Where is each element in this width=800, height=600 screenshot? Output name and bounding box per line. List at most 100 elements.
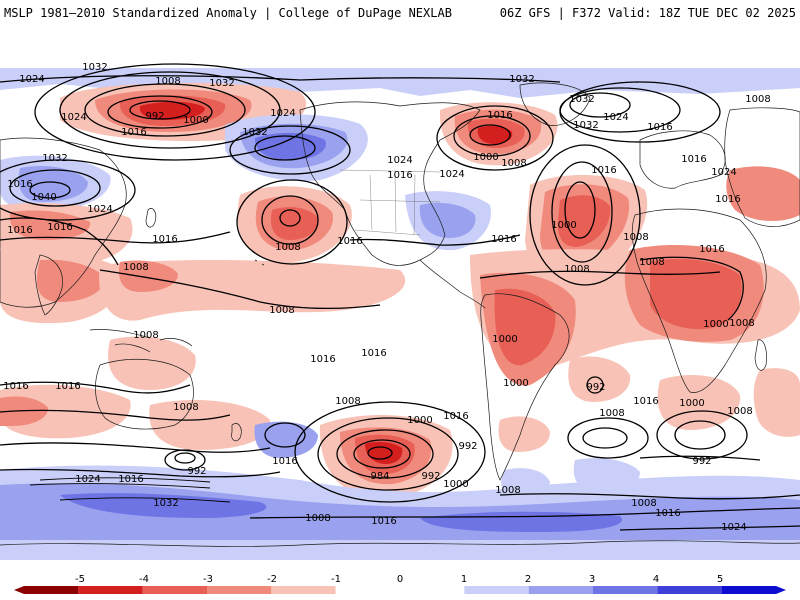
- isobar-spac-984: [367, 446, 393, 460]
- pressure-label: 1032: [509, 74, 534, 85]
- colorbar-swatch: [207, 586, 272, 594]
- isobar-south-1016-e: [249, 507, 800, 519]
- pressure-label: 1008: [155, 76, 180, 87]
- pressure-label: 1016: [655, 508, 680, 519]
- coast-australia: [95, 358, 194, 430]
- pressure-label: 1008: [269, 305, 294, 316]
- shade-sio-neg-2: [753, 368, 800, 437]
- pressure-label: 1016: [272, 456, 297, 467]
- coast-asia-west: [0, 137, 127, 308]
- pressure-label: 1008: [727, 406, 752, 417]
- pressure-label: 1016: [361, 348, 386, 359]
- shade-antarctic-rim: [0, 540, 800, 560]
- coast-north-america: [299, 101, 481, 266]
- shade-samerica-neg-2: [494, 288, 556, 366]
- isobar-catl-1000: [564, 181, 596, 239]
- pressure-label: 1008: [729, 318, 754, 329]
- shade-s-atl-pos: [573, 458, 640, 492]
- pressure-label: 1008: [495, 485, 520, 496]
- coast-central-america: [419, 259, 486, 309]
- pressure-label: 984: [370, 471, 389, 482]
- pressure-label: 1008: [745, 94, 770, 105]
- pressure-label: 992: [586, 382, 605, 393]
- isobar-eurasia-1024: [559, 81, 721, 143]
- colorbar-swatch: [78, 586, 143, 594]
- pressure-label: 1000: [407, 415, 432, 426]
- shade-siberia-high-2: [18, 165, 88, 202]
- pressure-label: 1000: [679, 398, 704, 409]
- isobar-spac-1000: [336, 429, 434, 479]
- pressure-label: 1024: [711, 167, 736, 178]
- pressure-label: 1016: [681, 154, 706, 165]
- pressure-label: 1032: [573, 120, 598, 131]
- pressure-label: 1000: [492, 334, 517, 345]
- pressure-label: 1016: [7, 179, 32, 190]
- pressure-label: 1016: [7, 225, 32, 236]
- isobar-siberia-1032: [9, 169, 101, 207]
- coast-hawaii: [254, 259, 265, 266]
- isobar-npac-992: [129, 100, 191, 120]
- colorbar-left-arrow: [14, 586, 24, 594]
- pressure-label: 1016: [633, 396, 658, 407]
- coast-antarctica: [0, 540, 800, 547]
- pressure-label: 1024: [61, 112, 86, 123]
- isobar-sio-cell: [586, 376, 604, 394]
- shade-eus-pos-2: [419, 202, 476, 238]
- pressure-label: 1024: [75, 474, 100, 485]
- pressure-label: 1024: [19, 74, 44, 85]
- pressure-label: 1008: [133, 330, 158, 341]
- colorbar-tick-label: -4: [139, 574, 149, 585]
- isobar-tasman-1000: [164, 449, 206, 471]
- run-valid-time: 06Z GFS | F372 Valid: 18Z TUE DEC 02 202…: [499, 6, 796, 20]
- isobar-spac-1008: [317, 417, 459, 491]
- pressure-label: 1000: [551, 220, 576, 231]
- isobar-south-992-w: [0, 468, 281, 478]
- colorbar-swatch: [400, 586, 465, 594]
- pressure-label: 1024: [439, 169, 464, 180]
- isobar-trop-1008: [99, 269, 381, 310]
- isobar-npac-1024: [34, 63, 316, 161]
- colorbar-swatch: [142, 586, 207, 594]
- isobar-cpac-1016: [236, 179, 348, 265]
- pressure-label: 1016: [491, 234, 516, 245]
- isobar-natl-1016: [436, 105, 554, 171]
- colorbar-swatch: [657, 586, 722, 594]
- isobar-south-992-e: [639, 455, 761, 461]
- pressure-label: 1016: [371, 516, 396, 527]
- pressure-label: 1016: [487, 110, 512, 121]
- isobar-satl-1016: [567, 417, 649, 459]
- pressure-label: 1016: [699, 244, 724, 255]
- isobar-npac-1000: [107, 95, 213, 129]
- pressure-label: 1032: [153, 498, 178, 509]
- pressure-label: 1032: [209, 78, 234, 89]
- pressure-label: 992: [421, 471, 440, 482]
- coast-africa: [631, 208, 767, 393]
- pressure-label: 1016: [337, 236, 362, 247]
- isobar-npac-1016: [59, 71, 281, 149]
- colorbar-swatch: [335, 586, 400, 594]
- pressure-label: 1000: [183, 115, 208, 126]
- colorbar-tick-label: 4: [653, 574, 659, 585]
- pressure-label: 1032: [569, 94, 594, 105]
- isobar-spac-1016: [294, 401, 486, 503]
- pressure-label: 1032: [242, 127, 267, 138]
- isobar-spac-high: [264, 422, 306, 448]
- colorbar-right-arrow: [776, 586, 786, 594]
- pressure-label: 1008: [501, 158, 526, 169]
- colorbar-tick-label: -3: [203, 574, 213, 585]
- pressure-label: 1016: [55, 381, 80, 392]
- colorbar-tick-label: 3: [589, 574, 595, 585]
- pressure-label: 1008: [639, 257, 664, 268]
- colorbar-swatch: [464, 586, 529, 594]
- pressure-label: 1040: [31, 192, 56, 203]
- isobar-siberia-1024: [0, 159, 136, 221]
- pressure-label: 1000: [443, 479, 468, 490]
- isobar-south-1032-tight: [59, 497, 231, 503]
- colorbar-swatch: [528, 586, 593, 594]
- isobar-catl-1016: [529, 144, 641, 286]
- pressure-label: 992: [145, 111, 164, 122]
- pressure-label: 992: [187, 466, 206, 477]
- shade-mc-neg: [108, 336, 196, 390]
- border-states: [359, 174, 441, 236]
- colorbar-tick-label: 0: [397, 574, 403, 585]
